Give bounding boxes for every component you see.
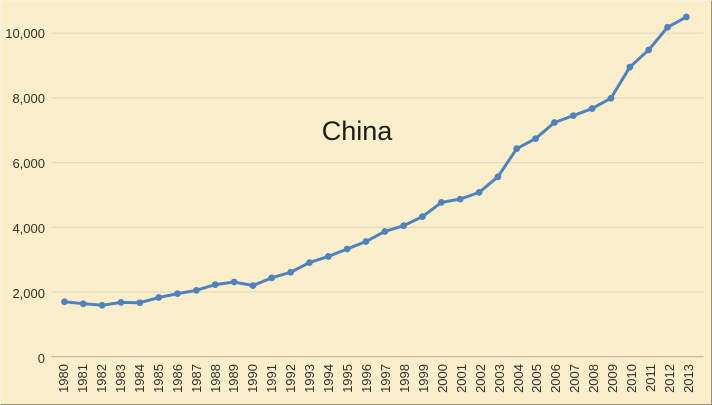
data-point-2001[interactable] [456, 195, 464, 203]
x-tick-label: 2005 [529, 364, 545, 393]
data-point-1983[interactable] [117, 299, 125, 306]
y-tick-label: 4,000 [12, 220, 45, 236]
data-point-2007[interactable] [569, 112, 577, 120]
data-point-2008[interactable] [588, 105, 596, 112]
data-point-1999[interactable] [419, 213, 426, 221]
x-tick-label: 1992 [283, 364, 299, 393]
x-tick-label: 1982 [93, 364, 109, 393]
data-point-1991[interactable] [268, 274, 276, 282]
data-point-2000[interactable] [437, 199, 445, 206]
data-point-2005[interactable] [532, 135, 539, 143]
x-tick-label: 1980 [56, 364, 71, 393]
x-tick-label: 1986 [169, 364, 185, 393]
x-tick-label: 1981 [74, 364, 90, 393]
x-tick-label: 1994 [321, 364, 337, 393]
x-tick-label: 2000 [434, 364, 450, 393]
data-point-1992[interactable] [287, 268, 295, 276]
x-tick-label: 1998 [396, 364, 412, 393]
data-point-2004[interactable] [513, 145, 521, 153]
x-tick-label: 2010 [624, 364, 640, 393]
y-tick-label: 2,000 [12, 285, 45, 301]
y-tick-label: 6,000 [12, 155, 45, 171]
x-tick-label: 1995 [340, 364, 356, 393]
data-point-1987[interactable] [193, 286, 200, 294]
x-tick-label: 2004 [510, 364, 526, 393]
data-point-2012[interactable] [664, 23, 671, 31]
y-tick-label: 8,000 [12, 90, 45, 106]
data-point-1981[interactable] [79, 300, 87, 308]
data-point-1988[interactable] [211, 281, 219, 288]
x-tick-label: 1991 [264, 364, 280, 393]
x-tick-label: 1984 [131, 364, 147, 393]
data-point-2006[interactable] [551, 119, 558, 126]
x-tick-label: 2001 [453, 364, 469, 393]
data-point-1997[interactable] [381, 228, 389, 235]
data-point-1980[interactable] [61, 298, 68, 306]
data-point-1990[interactable] [249, 282, 257, 289]
data-point-1995[interactable] [343, 245, 351, 253]
data-point-2002[interactable] [475, 188, 483, 196]
data-point-2011[interactable] [645, 46, 653, 54]
data-point-1996[interactable] [362, 238, 370, 245]
series-line-china[interactable] [62, 15, 688, 307]
x-tick-label: 2009 [605, 364, 621, 393]
x-tick-label: 1985 [150, 364, 166, 393]
data-point-2013[interactable] [682, 13, 690, 21]
x-tick-label: 1989 [226, 364, 242, 393]
x-tick-label: 2007 [567, 364, 583, 393]
x-tick-label: 1996 [359, 364, 375, 393]
x-tick-label: 1987 [188, 364, 204, 393]
data-point-2009[interactable] [607, 94, 615, 102]
data-point-1984[interactable] [136, 299, 144, 307]
x-tick-label: 1997 [377, 364, 393, 393]
x-tick-label: 2002 [472, 364, 488, 393]
data-point-1982[interactable] [98, 301, 106, 309]
chart-title: China [321, 116, 393, 146]
y-tick-label: 10,000 [5, 25, 45, 41]
data-point-1994[interactable] [324, 253, 332, 260]
data-point-1993[interactable] [306, 259, 313, 266]
x-tick-label: 2011 [643, 364, 659, 392]
data-point-1986[interactable] [174, 290, 181, 298]
data-point-1985[interactable] [155, 294, 163, 301]
x-tick-label: 1993 [302, 364, 318, 393]
data-point-1989[interactable] [230, 278, 238, 286]
x-tick-label: 2003 [491, 364, 507, 393]
x-tick-label: 1983 [112, 364, 128, 393]
x-tick-label: 1999 [415, 364, 431, 393]
x-tick-label: 1988 [207, 364, 223, 393]
data-point-2010[interactable] [626, 63, 634, 71]
x-tick-label: 2012 [662, 364, 678, 393]
data-point-2003[interactable] [494, 173, 502, 181]
data-point-1998[interactable] [400, 222, 408, 230]
x-tick-label: 2013 [681, 364, 696, 393]
x-tick-label: 2008 [586, 364, 602, 393]
y-tick-label: 0 [37, 351, 45, 366]
x-tick-label: 1990 [245, 364, 261, 393]
x-tick-label: 2006 [548, 364, 564, 393]
